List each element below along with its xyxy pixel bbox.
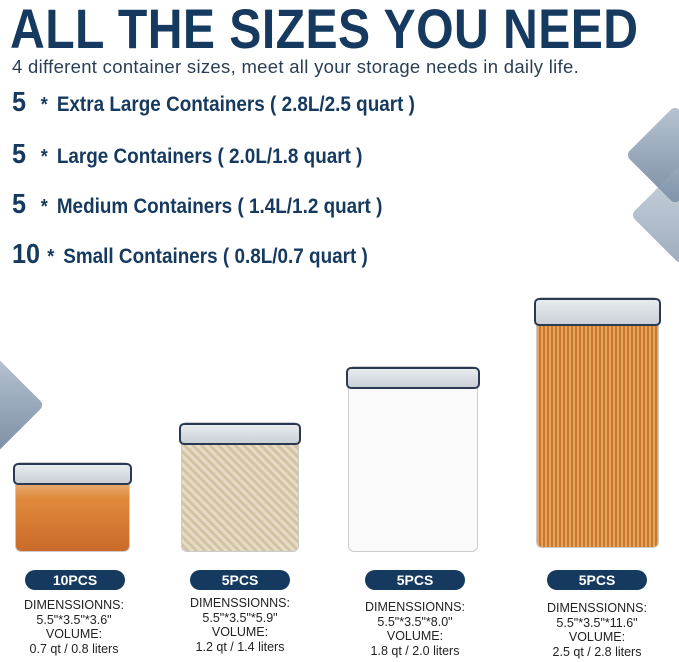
- pcs-badge: 5PCS: [547, 570, 647, 590]
- volume: 0.7 qt / 0.8 liters: [29, 641, 119, 656]
- subheadline: 4 different container sizes, meet all yo…: [12, 56, 580, 77]
- dim-label: DIMENSSIONNS:: [546, 601, 647, 615]
- dims: 5.5"*3.5"*8.0": [377, 614, 453, 629]
- product-info: DIMENSSIONNS: 5.5"*3.5"*5.9" VOLUME: 1.2 qt…: [165, 596, 315, 654]
- size-row-small: 10 * Small Containers ( 0.8L/0.7 quart ): [12, 238, 368, 270]
- pcs-badge: 5PCS: [365, 570, 465, 590]
- pcs-badge: 5PCS: [190, 570, 290, 590]
- dim-label: DIMENSSIONNS:: [364, 600, 465, 614]
- volume: 1.2 qt / 1.4 liters: [195, 639, 285, 654]
- count: 5: [12, 86, 27, 117]
- dim-label: DIMENSSIONNS:: [23, 598, 124, 612]
- label: Large Containers ( 2.0L/1.8 quart ): [56, 145, 363, 168]
- lid: [179, 423, 301, 445]
- vol-label: VOLUME:: [45, 627, 103, 641]
- size-row-medium: 5 * Medium Containers ( 1.4L/1.2 quart ): [12, 188, 382, 220]
- vol-label: VOLUME:: [386, 629, 444, 643]
- product-info: DIMENSSIONNS: 5.5"*3.5"*8.0" VOLUME: 1.8 qt…: [340, 600, 490, 658]
- volume: 2.5 qt / 2.8 liters: [552, 644, 642, 659]
- container-large: [346, 366, 480, 552]
- volume: 1.8 qt / 2.0 liters: [370, 643, 460, 658]
- dims: 5.5"*3.5"*3.6": [36, 612, 112, 627]
- decor-diamond: [0, 355, 45, 455]
- dims: 5.5"*3.5"*11.6": [556, 615, 638, 630]
- headline: ALL THE SIZES YOU NEED: [10, 0, 639, 60]
- dim-label: DIMENSSIONNS:: [189, 596, 290, 610]
- pcs-badge: 10PCS: [25, 570, 125, 590]
- count: 10: [12, 238, 41, 269]
- label: Extra Large Containers ( 2.8L/2.5 quart …: [56, 93, 415, 116]
- size-row-xl: 5 * Extra Large Containers ( 2.8L/2.5 quar…: [12, 86, 415, 118]
- dims: 5.5"*3.5"*5.9": [202, 610, 278, 625]
- vol-label: VOLUME:: [568, 630, 626, 644]
- label: Medium Containers ( 1.4L/1.2 quart ): [56, 195, 383, 218]
- lid: [346, 367, 480, 389]
- multiply-sign: *: [40, 146, 48, 168]
- container-small: [13, 462, 132, 552]
- lid: [534, 298, 661, 326]
- multiply-sign: *: [47, 246, 55, 268]
- size-row-large: 5 * Large Containers ( 2.0L/1.8 quart ): [12, 138, 362, 170]
- product-info: DIMENSSIONNS: 5.5"*3.5"*3.6" VOLUME: 0.7 qt…: [0, 598, 149, 656]
- vol-label: VOLUME:: [211, 625, 269, 639]
- multiply-sign: *: [40, 196, 48, 218]
- count: 5: [12, 138, 27, 169]
- label: Small Containers ( 0.8L/0.7 quart ): [63, 245, 368, 268]
- multiply-sign: *: [40, 94, 48, 116]
- container-medium: [179, 422, 301, 552]
- container-xl: [534, 297, 661, 548]
- product-info: DIMENSSIONNS: 5.5"*3.5"*11.6" VOLUME: 2.5 q…: [522, 601, 672, 659]
- count: 5: [12, 188, 27, 219]
- lid: [13, 463, 132, 485]
